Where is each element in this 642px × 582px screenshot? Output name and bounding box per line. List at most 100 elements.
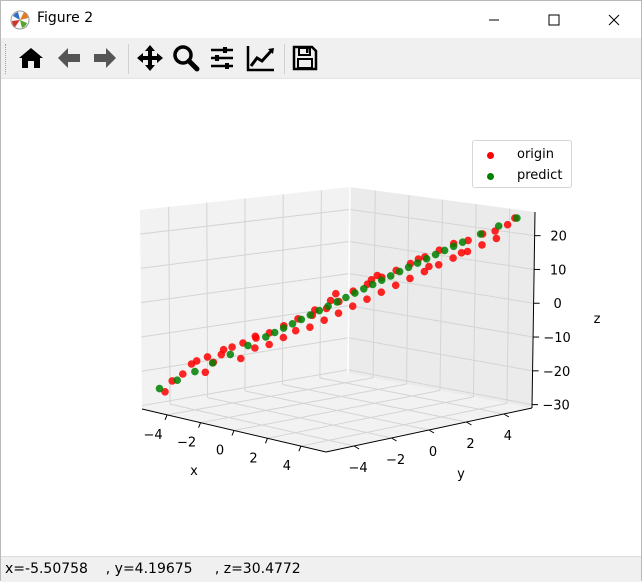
point-origin [332, 289, 340, 298]
point-predict [386, 272, 395, 280]
z-tick-label: −10 [543, 331, 570, 346]
point-origin [217, 350, 226, 359]
close-button[interactable] [591, 1, 637, 38]
point-origin [320, 316, 329, 324]
y-tick [503, 413, 510, 418]
z-grid-line [141, 337, 349, 372]
legend-marker-origin [487, 152, 494, 159]
y-axis-label: y [457, 467, 465, 482]
point-origin [363, 295, 371, 303]
point-predict [315, 306, 324, 315]
point-origin [449, 254, 457, 262]
status-bar: x=-5.50758 , y=4.19675 , z=30.4772 [1, 556, 641, 582]
point-predict [440, 246, 449, 255]
x-tick [164, 414, 168, 421]
forward-button[interactable] [89, 42, 121, 74]
back-arrow-icon [58, 48, 80, 68]
y-grid-line [207, 397, 392, 439]
z-grid-line [349, 241, 535, 270]
point-origin [492, 234, 501, 243]
x-grid-line [472, 204, 477, 397]
y-tick [466, 421, 472, 426]
point-predict [155, 384, 164, 393]
point-predict [173, 376, 181, 385]
point-predict [360, 285, 368, 293]
y-tick-label: −2 [386, 453, 405, 468]
x-tick [264, 438, 268, 444]
point-origin [463, 247, 472, 256]
zoom-button[interactable] [170, 42, 202, 74]
y-grid-line [244, 390, 430, 431]
point-predict [395, 267, 404, 276]
point-origin [179, 370, 187, 378]
point-predict [262, 333, 270, 341]
y-tick-label: 0 [429, 445, 437, 460]
y-grid-line [168, 206, 171, 405]
point-origin [434, 261, 443, 269]
z-grid-line [347, 369, 533, 406]
home-button[interactable] [15, 42, 47, 74]
point-origin [503, 220, 512, 229]
minimize-icon [489, 19, 499, 20]
point-predict [494, 222, 503, 230]
point-predict [513, 214, 521, 222]
point-predict [306, 311, 315, 319]
point-predict [342, 293, 350, 302]
point-origin [391, 281, 400, 290]
edit-axis-button[interactable] [245, 42, 277, 74]
x-tick-label: 2 [249, 451, 257, 466]
point-origin [348, 302, 357, 310]
point-predict [333, 298, 341, 306]
subplots-button[interactable] [206, 42, 238, 74]
point-predict [377, 276, 386, 284]
pan-button[interactable] [134, 42, 166, 74]
y-tick [353, 445, 360, 450]
toolbar-grip[interactable] [5, 44, 9, 74]
pane-edge [347, 186, 351, 374]
legend-label-predict: predict [517, 168, 563, 183]
point-predict [244, 341, 252, 350]
point-origin [252, 334, 260, 342]
navigation-toolbar [1, 38, 641, 79]
z-axis-line [531, 211, 536, 409]
point-origin [228, 343, 236, 351]
point-predict [279, 324, 288, 332]
window-title: Figure 2 [37, 10, 94, 26]
point-predict [449, 242, 458, 251]
point-predict [422, 255, 431, 263]
floor-pane [142, 373, 532, 452]
point-predict [413, 259, 422, 267]
point-predict [368, 280, 377, 289]
maximize-button[interactable] [531, 1, 577, 38]
y-grid-line [319, 190, 322, 378]
back-button[interactable] [53, 42, 85, 74]
x-tick-label: 0 [216, 444, 224, 459]
point-predict [288, 320, 297, 328]
home-icon [19, 48, 43, 68]
z-grid-line [348, 305, 534, 338]
save-button[interactable] [289, 42, 321, 74]
title-bar[interactable]: Figure 2 [1, 1, 641, 38]
point-predict [431, 250, 440, 259]
x-grid-line [439, 199, 443, 391]
legend-entry-origin: origin [473, 145, 571, 165]
y-tick-label: 4 [504, 429, 512, 444]
y-tick [391, 437, 397, 442]
subplots-icon [211, 47, 233, 69]
point-predict [404, 263, 413, 272]
point-origin [265, 340, 274, 349]
y-grid-line [206, 202, 209, 398]
x-tick [198, 422, 202, 428]
toolbar-separator [284, 44, 285, 74]
point-predict [297, 315, 306, 324]
point-origin [201, 368, 210, 377]
y-tick-label: −4 [349, 461, 368, 476]
minimize-button[interactable] [471, 1, 517, 38]
z-grid-line [140, 208, 350, 235]
y-grid-line [281, 194, 284, 385]
point-origin [406, 274, 414, 283]
point-origin [420, 267, 429, 276]
point-origin [306, 323, 314, 331]
